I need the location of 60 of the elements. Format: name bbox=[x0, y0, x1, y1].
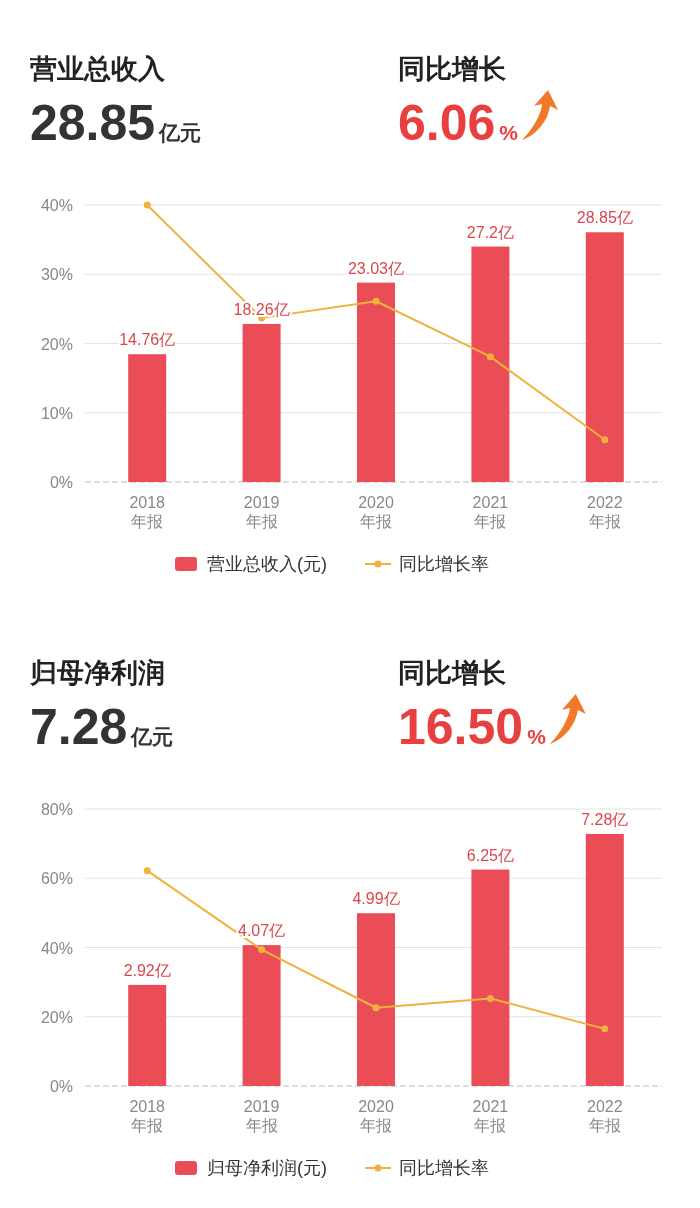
x-tick-label: 2020 年报 bbox=[358, 1098, 394, 1134]
text: 同比增长 bbox=[398, 658, 506, 688]
bar bbox=[585, 232, 624, 482]
x-tick-label: 2019 年报 bbox=[243, 494, 280, 530]
bar bbox=[471, 869, 510, 1086]
y-tick-label: 20% bbox=[40, 335, 73, 353]
point bbox=[601, 1025, 609, 1033]
text: 6.06% bbox=[398, 95, 519, 151]
bar bbox=[242, 323, 281, 482]
bar bbox=[357, 282, 395, 482]
legend-label: 营业总收入(元) bbox=[207, 554, 327, 574]
bar bbox=[585, 833, 624, 1086]
y-tick-label: 0% bbox=[49, 1078, 73, 1095]
chart-subtitle: 28.85亿元 bbox=[30, 95, 202, 151]
y-tick-label: 40% bbox=[40, 939, 73, 957]
legend-label: 同比增长率 bbox=[399, 554, 489, 574]
y-tick-label: 30% bbox=[40, 266, 73, 284]
text: 16.50% bbox=[398, 699, 547, 755]
data-label: 4.99亿 bbox=[352, 890, 400, 908]
y-tick-label: 20% bbox=[40, 1008, 73, 1026]
y-tick-label: 60% bbox=[40, 870, 73, 888]
x-tick-label: 2022 年报 bbox=[587, 494, 623, 530]
chart-title: 营业总收入 bbox=[29, 54, 166, 84]
data-label: 4.07亿 bbox=[238, 922, 286, 940]
x-tick-label: 2019 年报 bbox=[243, 1098, 280, 1134]
bar bbox=[471, 246, 510, 482]
data-label: 14.76亿 bbox=[119, 331, 176, 349]
point bbox=[258, 946, 266, 954]
y-tick-label: 40% bbox=[40, 197, 73, 214]
text: 同比增长 bbox=[398, 54, 506, 84]
point bbox=[143, 201, 151, 209]
bar bbox=[128, 984, 167, 1086]
data-label: 7.28亿 bbox=[581, 810, 629, 828]
point bbox=[486, 353, 494, 361]
x-tick-label: 2018 年报 bbox=[129, 1098, 166, 1134]
legend-label: 归母净利润(元) bbox=[207, 1158, 327, 1178]
data-label: 6.25亿 bbox=[466, 846, 514, 864]
y-tick-label: 10% bbox=[40, 404, 73, 422]
y-tick-label: 0% bbox=[49, 474, 73, 491]
point bbox=[372, 297, 380, 305]
x-tick-label: 2021 年报 bbox=[472, 1098, 509, 1134]
x-tick-label: 2020 年报 bbox=[358, 494, 394, 530]
chart-subtitle: 7.28亿元 bbox=[30, 699, 174, 755]
chart-title: 归母净利润 bbox=[29, 658, 165, 688]
data-label: 23.03亿 bbox=[347, 259, 405, 277]
x-tick-label: 2018 年报 bbox=[129, 494, 166, 530]
point bbox=[601, 436, 609, 444]
bar bbox=[357, 913, 395, 1086]
data-label: 27.2亿 bbox=[466, 223, 514, 241]
x-tick-label: 2021 年报 bbox=[472, 494, 509, 530]
point bbox=[486, 994, 494, 1002]
legend-label: 同比增长率 bbox=[399, 1158, 489, 1178]
data-label: 2.92亿 bbox=[123, 961, 171, 979]
y-tick-label: 80% bbox=[40, 801, 73, 818]
data-label: 28.85亿 bbox=[576, 209, 633, 227]
bar bbox=[242, 945, 281, 1086]
point bbox=[372, 1004, 380, 1012]
bar bbox=[128, 354, 167, 482]
point bbox=[143, 867, 151, 875]
x-tick-label: 2022 年报 bbox=[587, 1098, 623, 1134]
